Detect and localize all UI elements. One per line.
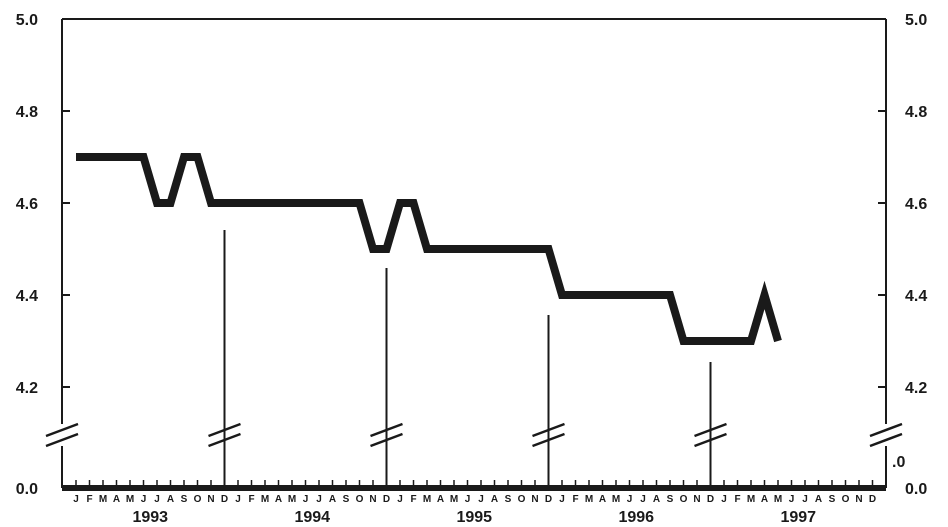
month-tick-label: S <box>667 494 674 505</box>
month-tick-label: A <box>329 494 336 505</box>
month-tick-label: A <box>653 494 660 505</box>
month-tick-label: S <box>181 494 188 505</box>
y-tick-label-right: 5.0 <box>905 12 927 29</box>
y-tick-label-right: 4.4 <box>905 288 927 305</box>
year-label: 1995 <box>456 509 492 526</box>
month-tick-label: S <box>343 494 350 505</box>
month-tick-label: M <box>612 494 620 505</box>
month-tick-label: O <box>842 494 850 505</box>
month-tick-label: N <box>531 494 538 505</box>
y-tick-label-right: .0 <box>892 454 905 471</box>
month-tick-label: F <box>572 494 578 505</box>
month-tick-label: J <box>397 494 403 505</box>
year-label: 1994 <box>294 509 330 526</box>
month-tick-label: A <box>113 494 120 505</box>
month-tick-label: J <box>303 494 309 505</box>
month-tick-label: O <box>356 494 364 505</box>
month-tick-label: A <box>815 494 822 505</box>
month-tick-label: D <box>869 494 876 505</box>
month-tick-label: N <box>693 494 700 505</box>
month-tick-label: F <box>410 494 416 505</box>
month-tick-label: D <box>707 494 714 505</box>
month-tick-label: J <box>559 494 565 505</box>
month-tick-label: F <box>86 494 92 505</box>
year-label: 1997 <box>780 509 816 526</box>
month-tick-label: N <box>855 494 862 505</box>
month-tick-label: A <box>275 494 282 505</box>
month-tick-label: M <box>585 494 593 505</box>
month-tick-label: J <box>141 494 147 505</box>
month-tick-label: J <box>465 494 471 505</box>
year-label: 1993 <box>132 509 168 526</box>
month-tick-label: M <box>747 494 755 505</box>
month-tick-label: D <box>545 494 552 505</box>
month-tick-label: J <box>640 494 646 505</box>
y-tick-label-left: 4.4 <box>16 288 38 305</box>
axis-break-mark <box>868 422 904 448</box>
month-tick-label: A <box>599 494 606 505</box>
month-tick-label: F <box>734 494 740 505</box>
month-tick-label: J <box>316 494 322 505</box>
month-tick-label: O <box>518 494 526 505</box>
y-tick-label-left: 0.0 <box>16 481 38 498</box>
year-label: 1996 <box>618 509 654 526</box>
month-tick-label: D <box>383 494 390 505</box>
month-tick-label: M <box>261 494 269 505</box>
month-tick-label: A <box>437 494 444 505</box>
y-tick-label-right: 4.6 <box>905 196 927 213</box>
y-tick-label-left: 4.6 <box>16 196 38 213</box>
month-tick-label: J <box>154 494 160 505</box>
month-tick-label: D <box>221 494 228 505</box>
month-tick-label: O <box>194 494 202 505</box>
month-tick-label: S <box>829 494 836 505</box>
month-tick-label: J <box>789 494 795 505</box>
month-tick-label: J <box>627 494 633 505</box>
y-tick-label-left: 5.0 <box>16 12 38 29</box>
month-tick-label: M <box>126 494 134 505</box>
month-tick-label: J <box>73 494 79 505</box>
month-tick-label: M <box>774 494 782 505</box>
month-tick-label: N <box>207 494 214 505</box>
month-tick-label: J <box>478 494 484 505</box>
month-tick-label: M <box>99 494 107 505</box>
y-tick-label-left: 4.2 <box>16 380 38 397</box>
month-tick-label: A <box>491 494 498 505</box>
month-tick-label: A <box>167 494 174 505</box>
month-tick-label: N <box>369 494 376 505</box>
month-tick-label: M <box>450 494 458 505</box>
y-tick-label-left: 4.8 <box>16 104 38 121</box>
month-tick-label: J <box>721 494 727 505</box>
month-tick-label: S <box>505 494 512 505</box>
y-tick-label-right: 4.2 <box>905 380 927 397</box>
axis-break-mark <box>44 422 80 448</box>
month-tick-label: J <box>235 494 241 505</box>
month-tick-label: F <box>248 494 254 505</box>
month-tick-label: M <box>423 494 431 505</box>
month-tick-label: M <box>288 494 296 505</box>
month-tick-label: J <box>802 494 808 505</box>
month-tick-label: A <box>761 494 768 505</box>
month-tick-label: O <box>680 494 688 505</box>
y-tick-label-right: 4.8 <box>905 104 927 121</box>
y-tick-label-right: 0.0 <box>905 481 927 498</box>
